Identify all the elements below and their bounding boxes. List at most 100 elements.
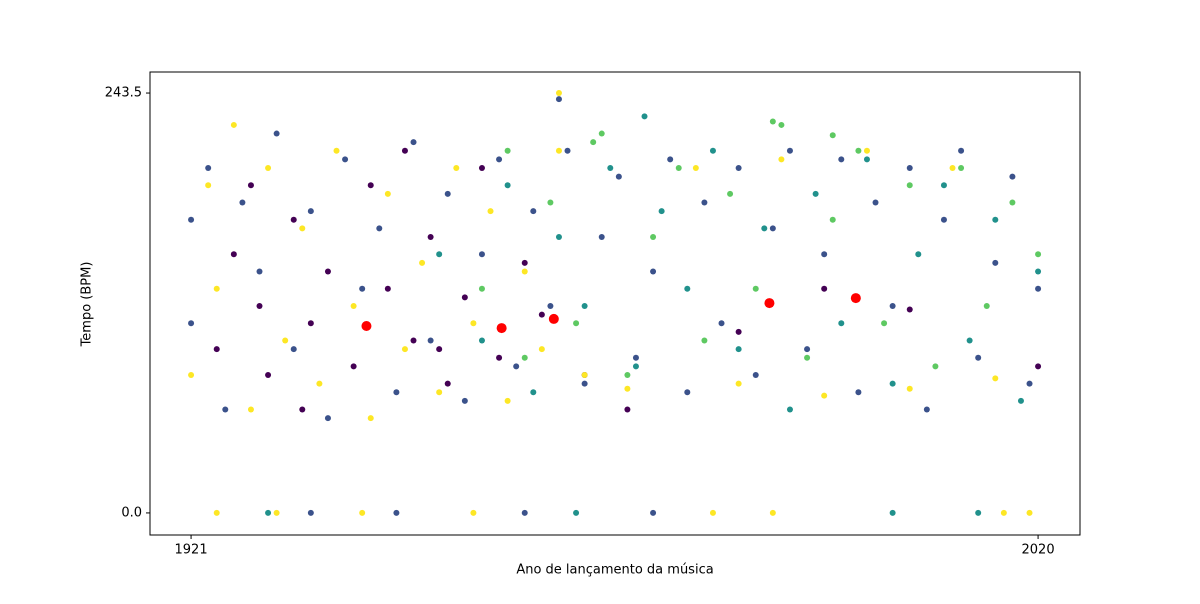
- point: [496, 156, 503, 163]
- point: [461, 294, 468, 301]
- point: [410, 139, 417, 146]
- point: [855, 389, 862, 396]
- point: [213, 346, 220, 353]
- point: [265, 509, 272, 516]
- point: [709, 147, 716, 154]
- point: [615, 173, 622, 180]
- point: [718, 320, 725, 327]
- point: [632, 354, 639, 361]
- point: [727, 190, 734, 197]
- x-tick-label: 1921: [175, 543, 208, 558]
- point: [889, 303, 896, 310]
- point: [650, 509, 657, 516]
- point: [632, 363, 639, 370]
- point: [290, 216, 297, 223]
- point: [384, 190, 391, 197]
- point: [872, 199, 879, 206]
- point: [940, 182, 947, 189]
- point: [975, 354, 982, 361]
- point: [752, 285, 759, 292]
- point: [667, 156, 674, 163]
- point: [444, 190, 451, 197]
- point: [316, 380, 323, 387]
- point: [838, 156, 845, 163]
- point: [273, 509, 280, 516]
- point: [436, 251, 443, 258]
- point: [906, 182, 913, 189]
- point: [213, 285, 220, 292]
- point: [205, 165, 212, 172]
- point: [496, 354, 503, 361]
- point: [247, 406, 254, 413]
- point: [222, 406, 229, 413]
- point: [573, 320, 580, 327]
- point: [598, 234, 605, 241]
- point: [513, 363, 520, 370]
- point: [530, 389, 537, 396]
- point: [863, 156, 870, 163]
- point: [1026, 380, 1033, 387]
- point: [427, 234, 434, 241]
- plot-frame: [149, 71, 1081, 536]
- point: [804, 346, 811, 353]
- point: [393, 509, 400, 516]
- point: [966, 337, 973, 344]
- point: [650, 268, 657, 275]
- point: [436, 389, 443, 396]
- point: [230, 251, 237, 258]
- point: [769, 509, 776, 516]
- point: [881, 320, 888, 327]
- point: [906, 385, 913, 392]
- point: [1000, 509, 1007, 516]
- point: [932, 363, 939, 370]
- point: [624, 385, 631, 392]
- point: [906, 306, 913, 313]
- point: [350, 363, 357, 370]
- point: [359, 285, 366, 292]
- point: [1035, 363, 1042, 370]
- point: [735, 380, 742, 387]
- point: [764, 298, 775, 309]
- point: [992, 259, 999, 266]
- point: [188, 320, 195, 327]
- x-axis-label: Ano de lançamento da música: [516, 563, 713, 578]
- point: [1017, 397, 1024, 404]
- point: [573, 509, 580, 516]
- point: [624, 371, 631, 378]
- point: [282, 337, 289, 344]
- point: [1035, 251, 1042, 258]
- point: [709, 509, 716, 516]
- point: [778, 156, 785, 163]
- point: [521, 268, 528, 275]
- point: [361, 321, 372, 332]
- point: [778, 121, 785, 128]
- point: [427, 337, 434, 344]
- point: [538, 346, 545, 353]
- point: [548, 313, 559, 324]
- point: [384, 285, 391, 292]
- point: [889, 509, 896, 516]
- point: [958, 147, 965, 154]
- point: [692, 165, 699, 172]
- point: [205, 182, 212, 189]
- point: [504, 182, 511, 189]
- point: [906, 165, 913, 172]
- point: [958, 165, 965, 172]
- point: [889, 380, 896, 387]
- point: [786, 147, 793, 154]
- point: [786, 406, 793, 413]
- point: [581, 380, 588, 387]
- point: [829, 216, 836, 223]
- point: [478, 337, 485, 344]
- point: [247, 182, 254, 189]
- point: [761, 225, 768, 232]
- point: [992, 216, 999, 223]
- point: [359, 509, 366, 516]
- point: [188, 216, 195, 223]
- point: [555, 90, 562, 97]
- point: [641, 113, 648, 120]
- point: [342, 156, 349, 163]
- point: [769, 118, 776, 125]
- point: [983, 303, 990, 310]
